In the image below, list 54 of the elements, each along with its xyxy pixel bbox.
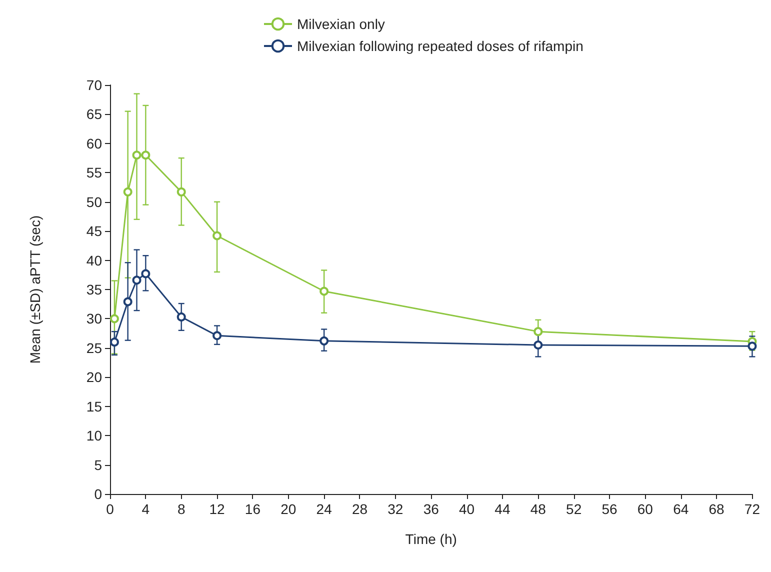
x-tick-label: 48 (530, 501, 546, 517)
x-tick-label: 20 (280, 501, 296, 517)
y-tick-label: 15 (86, 398, 102, 414)
point (176, 312, 186, 322)
point (110, 338, 119, 347)
x-tick-label: 64 (673, 501, 689, 517)
x-tick-label: 44 (494, 501, 510, 517)
x-axis-title: Time (h) (405, 531, 457, 547)
point (132, 150, 142, 160)
x-tick-label: 72 (744, 501, 760, 517)
y-tick-label: 30 (86, 310, 102, 327)
point (141, 269, 150, 278)
point (110, 314, 119, 324)
x-tick-label: 4 (142, 501, 150, 517)
x-tick-label: 8 (177, 501, 186, 517)
point (123, 297, 132, 306)
point (320, 286, 329, 296)
x-tick-label: 24 (316, 501, 332, 517)
y-tick-label: 0 (94, 486, 102, 502)
y-tick-label: 40 (86, 252, 102, 268)
x-tick-label: 28 (352, 501, 368, 517)
point (141, 150, 150, 160)
y-tick-label: 60 (86, 135, 102, 152)
x-tick-label: 0 (106, 501, 114, 517)
y-tick-label: 10 (86, 428, 102, 444)
point (534, 327, 543, 336)
point (132, 276, 142, 285)
point (320, 336, 329, 346)
legend-label: Milvexian only (297, 16, 385, 32)
y-tick-label: 45 (86, 223, 102, 240)
y-tick-label: 65 (86, 106, 102, 122)
legend-label: Milvexian following repeated doses of rifampin (297, 38, 584, 54)
x-tick-label: 16 (244, 501, 261, 517)
x-tick-label: 32 (388, 501, 404, 517)
point (534, 340, 543, 350)
y-tick-label: 20 (86, 369, 102, 386)
y-tick-label: 5 (94, 456, 102, 473)
point (176, 187, 186, 196)
x-tick-label: 60 (637, 501, 654, 517)
x-tick-label: 56 (602, 501, 618, 517)
x-tick-label: 40 (458, 501, 475, 517)
point (212, 331, 222, 340)
point (212, 231, 222, 240)
x-tick-label: 12 (209, 501, 226, 517)
y-tick-label: 70 (86, 77, 102, 93)
y-tick-label: 25 (86, 340, 102, 356)
y-tick-label: 50 (86, 194, 102, 210)
x-tick-label: 36 (423, 501, 440, 517)
x-tick-label: 68 (708, 501, 725, 517)
x-tick-label: 52 (566, 501, 582, 517)
point (123, 187, 132, 196)
y-tick-label: 35 (86, 282, 102, 298)
y-axis-title: Mean (±SD) aPTT (sec) (27, 215, 43, 364)
y-tick-label: 55 (86, 164, 102, 181)
